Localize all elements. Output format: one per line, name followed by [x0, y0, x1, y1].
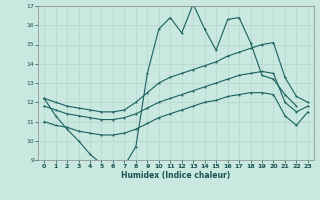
X-axis label: Humidex (Indice chaleur): Humidex (Indice chaleur) [121, 171, 231, 180]
